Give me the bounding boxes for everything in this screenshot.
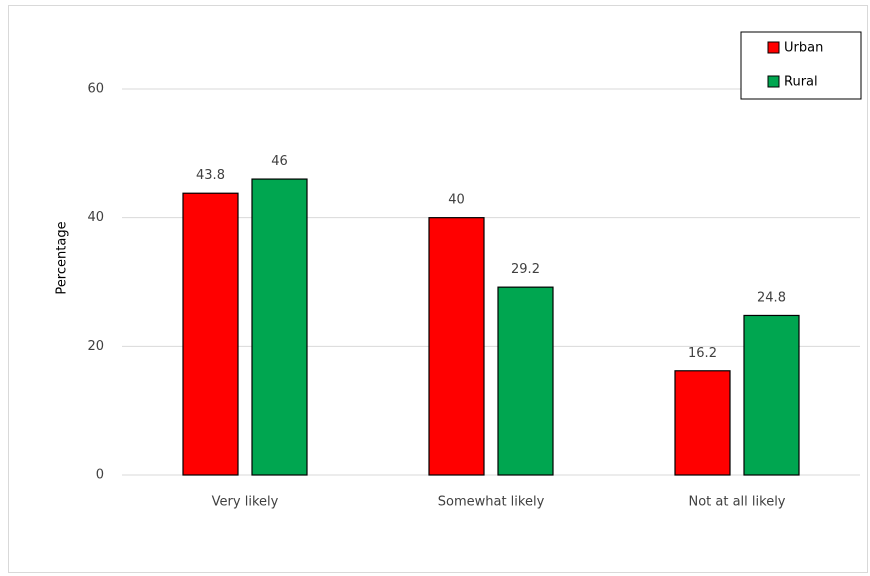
y-axis-title: Percentage: [55, 221, 70, 294]
data-label: 24.8: [757, 290, 786, 305]
x-tick-label: Somewhat likely: [438, 495, 545, 510]
bars: [182, 178, 800, 476]
gridlines: [122, 88, 860, 476]
legend-swatch-rural: [767, 75, 780, 88]
legend-label: Urban: [784, 41, 823, 56]
bar-rural-3: [743, 314, 800, 476]
x-tick-label: Not at all likely: [688, 495, 785, 510]
y-tick-label: 40: [87, 210, 104, 225]
legend: Urban Rural: [740, 31, 862, 100]
bar-urban-3: [674, 370, 731, 476]
legend-label: Rural: [784, 75, 818, 90]
data-label: 40: [448, 193, 465, 208]
data-label: 16.2: [688, 346, 717, 361]
y-tick-label: 0: [96, 468, 104, 483]
data-labels: 43.8 46 40 29.2 16.2 24.8: [196, 154, 786, 361]
y-tick-label: 60: [87, 82, 104, 97]
legend-box: [740, 31, 862, 100]
bar-urban-1: [182, 192, 239, 476]
bar-urban-2: [428, 217, 485, 476]
y-tick-label: 20: [87, 339, 104, 354]
bar-rural-2: [497, 286, 554, 476]
data-label: 43.8: [196, 168, 225, 183]
bar-rural-1: [251, 178, 308, 476]
x-axis-ticks: Very likely Somewhat likely Not at all lik…: [212, 495, 786, 510]
legend-swatch-urban: [767, 41, 780, 54]
x-tick-label: Very likely: [212, 495, 279, 510]
y-axis-ticks: 0 20 40 60: [87, 82, 104, 483]
data-label: 29.2: [511, 262, 540, 277]
data-label: 46: [271, 154, 288, 169]
